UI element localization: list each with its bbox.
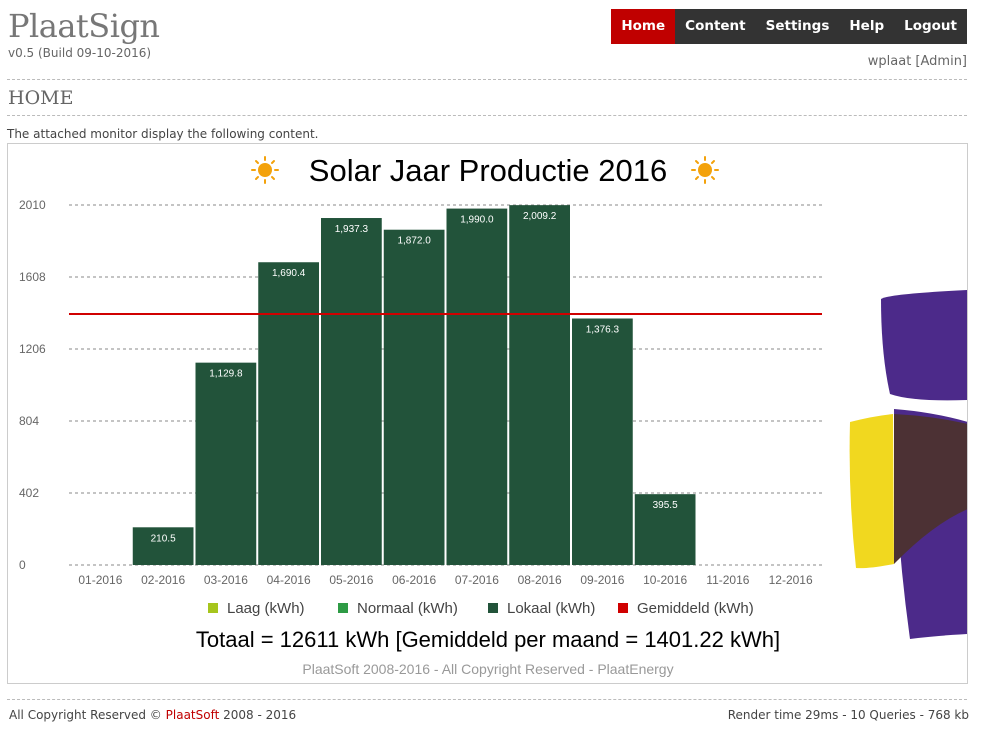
user-info: wplaat [Admin]	[867, 54, 967, 69]
monitor-display: Solar Jaar Productie 2016 0 402 804 1206 160…	[7, 143, 968, 684]
legend-normaal: Normaal (kWh)	[357, 600, 458, 617]
sun-icon	[691, 156, 719, 184]
x-tick-label: 12-2016	[769, 573, 813, 587]
bar-09-2016	[572, 318, 633, 565]
nav-help[interactable]: Help	[849, 18, 885, 34]
y-tick-label: 1206	[19, 342, 46, 356]
chart-grid: 0 402 804 1206 1608 2010	[19, 198, 822, 572]
x-tick-label: 05-2016	[329, 573, 373, 587]
x-tick-label: 04-2016	[267, 573, 311, 587]
sun-icon	[251, 156, 279, 184]
nav-content[interactable]: Content	[685, 18, 746, 34]
chart-total: Totaal = 12611 kWh [Gemiddeld per maand …	[196, 627, 780, 652]
bar-value-label: 1,690.4	[272, 268, 306, 279]
x-tick-label: 07-2016	[455, 573, 499, 587]
divider	[7, 115, 967, 116]
footer-prefix: All Copyright Reserved ©	[9, 708, 162, 722]
nav-logout[interactable]: Logout	[904, 18, 957, 34]
bar-08-2016	[509, 205, 570, 565]
chart-copyright: PlaatSoft 2008-2016 - All Copyright Rese…	[302, 661, 673, 677]
legend-swatch-gemiddeld	[618, 603, 628, 613]
x-tick-label: 08-2016	[518, 573, 562, 587]
footer-stats: Render time 29ms - 10 Queries - 768 kb	[727, 708, 969, 722]
bar-value-label: 395.5	[653, 500, 678, 511]
y-tick-label: 1608	[19, 270, 46, 284]
legend-swatch-lokaal	[488, 603, 498, 613]
page-title: HOME	[8, 87, 74, 109]
legend-laag: Laag (kWh)	[227, 600, 305, 617]
x-tick-label: 10-2016	[643, 573, 687, 587]
legend-swatch-laag	[208, 603, 218, 613]
legend-swatch-normaal	[338, 603, 348, 613]
chart-legend: Laag (kWh) Normaal (kWh) Lokaal (kWh) Ge…	[208, 600, 754, 617]
divider	[7, 79, 967, 80]
x-tick-label: 01-2016	[78, 573, 122, 587]
x-tick-label: 09-2016	[580, 573, 624, 587]
bar-02-2016	[132, 527, 194, 565]
x-axis-labels: 01-2016 02-2016 03-2016 04-2016 05-2016 06-20…	[78, 573, 813, 587]
bar-05-2016	[321, 218, 382, 565]
x-tick-label: 06-2016	[392, 573, 436, 587]
nav-settings[interactable]: Settings	[765, 18, 830, 34]
footer-copyright: All Copyright Reserved © PlaatSoft 2008 …	[9, 708, 296, 722]
x-tick-label: 11-2016	[706, 573, 749, 587]
bar-value-label: 1,990.0	[460, 215, 494, 226]
divider	[7, 699, 967, 700]
bar-10-2016	[634, 494, 696, 565]
app-version: v0.5 (Build 09-10-2016)	[8, 46, 152, 60]
solar-chart: Solar Jaar Productie 2016 0 402 804 1206 160…	[19, 153, 967, 677]
bar-value-label: 210.5	[151, 533, 176, 544]
main-nav: Home Content Settings Help Logout	[611, 9, 967, 44]
bar-06-2016	[383, 229, 445, 565]
y-tick-label: 402	[19, 486, 39, 500]
app-title: PlaatSign	[8, 7, 160, 45]
y-tick-label: 0	[19, 558, 26, 572]
chart-title: Solar Jaar Productie 2016	[309, 153, 667, 188]
nav-home[interactable]: Home	[611, 9, 676, 44]
chart-bars: 210.5 1,129.8 1,690.4 1,937.3 1,872.0 1,990.0…	[132, 205, 696, 565]
y-tick-label: 804	[19, 414, 39, 428]
footer-brand-link[interactable]: PlaatSoft	[165, 708, 220, 722]
x-tick-label: 03-2016	[204, 573, 248, 587]
footer-years: 2008 - 2016	[223, 708, 297, 722]
bar-04-2016	[258, 262, 319, 565]
bar-value-label: 1,129.8	[209, 369, 243, 380]
x-tick-label: 02-2016	[141, 573, 185, 587]
bar-07-2016	[446, 208, 508, 565]
bar-value-label: 2,009.2	[523, 211, 557, 222]
bar-value-label: 1,872.0	[397, 236, 431, 247]
brand: PlaatSign v0.5 (Build 09-10-2016)	[8, 8, 160, 60]
bar-03-2016	[195, 362, 257, 565]
bar-value-label: 1,376.3	[586, 324, 620, 335]
y-tick-label: 2010	[19, 198, 46, 212]
legend-gemiddeld: Gemiddeld (kWh)	[637, 600, 754, 617]
legend-lokaal: Lokaal (kWh)	[507, 600, 595, 617]
bar-value-label: 1,937.3	[335, 224, 369, 235]
intro-text: The attached monitor display the followi…	[7, 127, 319, 141]
plaat-logo-shape	[849, 290, 967, 639]
